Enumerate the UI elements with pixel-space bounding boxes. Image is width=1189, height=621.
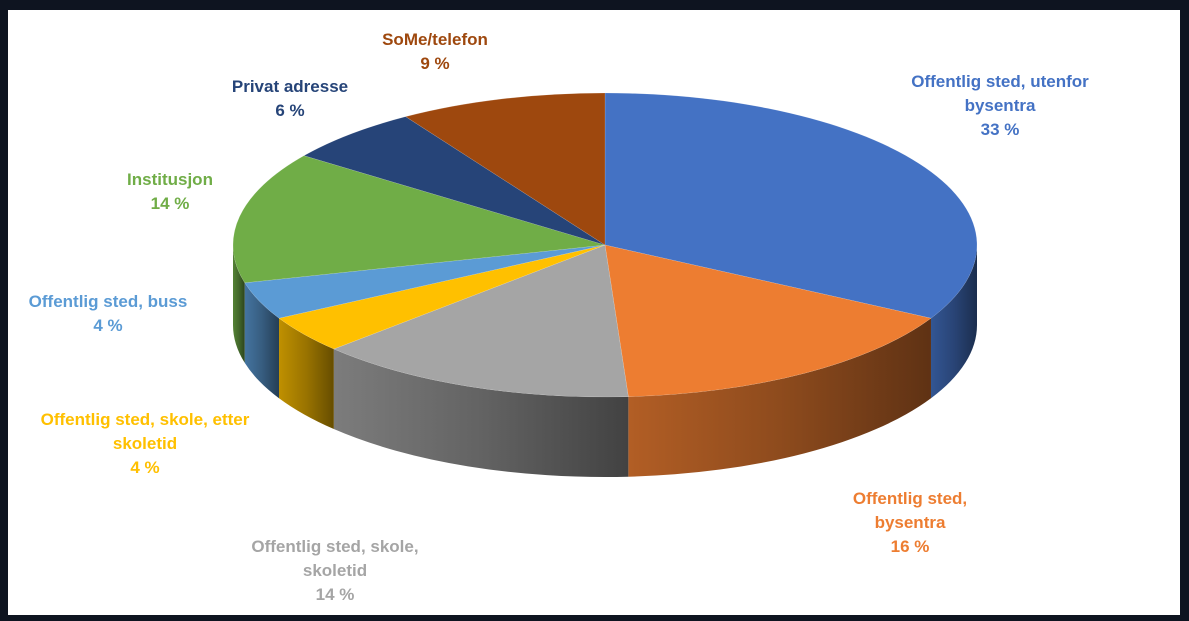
value-label: 14 % (315, 585, 355, 604)
data-label: Offentlig sted, skole, etter skoletid 4 % (20, 408, 270, 480)
slice-side (233, 245, 245, 363)
slice (278, 244, 606, 350)
data-label: Institusjon 14 % (70, 168, 270, 216)
data-label: Privat adresse 6 % (190, 75, 390, 123)
category-label: Offentlig sted, bysentra (852, 489, 968, 532)
slice (232, 155, 606, 284)
data-label: SoMe/telefon 9 % (335, 28, 535, 76)
slice (405, 92, 606, 246)
category-label: Privat adresse (231, 77, 349, 96)
value-label: 33 % (980, 120, 1020, 139)
value-label: 4 % (130, 458, 160, 477)
slice-side (333, 349, 629, 477)
slice-side (279, 318, 334, 430)
data-label: Offentlig sted, buss 4 % (8, 290, 223, 338)
slice (303, 116, 606, 246)
category-label: Offentlig sted, buss (28, 292, 188, 311)
data-label: Offentlig sted, skole, skoletid 14 % (220, 535, 450, 607)
data-label: Offentlig sted, utenfor bysentra 33 % (905, 70, 1095, 142)
slice (604, 92, 978, 319)
data-label: Offentlig sted, bysentra 16 % (840, 487, 980, 559)
category-label: Offentlig sted, skole, skoletid (251, 537, 419, 580)
slice (333, 244, 629, 398)
slice (604, 244, 932, 397)
category-label: Offentlig sted, skole, etter skoletid (40, 410, 250, 453)
category-label: Institusjon (127, 170, 213, 189)
category-label: SoMe/telefon (382, 30, 488, 49)
slice-side (930, 245, 977, 399)
category-label: Offentlig sted, utenfor bysentra (911, 72, 1089, 115)
chart-area: Offentlig sted, utenfor bysentra 33 % Offe… (8, 10, 1180, 615)
slice (244, 244, 606, 319)
value-label: 16 % (890, 537, 930, 556)
chart (232, 92, 978, 477)
value-label: 6 % (275, 101, 305, 120)
value-label: 4 % (93, 316, 123, 335)
slice-side (628, 318, 931, 477)
slice-side (244, 282, 280, 399)
value-label: 14 % (150, 194, 190, 213)
value-label: 9 % (420, 54, 450, 73)
